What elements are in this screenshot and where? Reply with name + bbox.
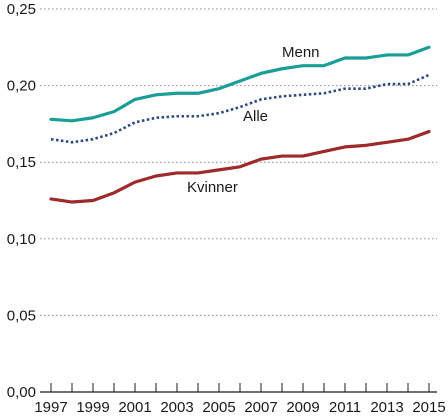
x-tick-label: 2013 xyxy=(370,399,403,416)
x-tick-label: 2001 xyxy=(118,399,151,416)
y-tick-label: 0,00 xyxy=(7,384,36,401)
y-tick-label: 0,10 xyxy=(7,231,36,248)
x-tick-label: 1999 xyxy=(76,399,109,416)
x-tick-label: 2011 xyxy=(329,399,361,416)
y-tick-label: 0,25 xyxy=(7,1,36,18)
series-labels: Menn Alle Kvinner xyxy=(187,44,320,196)
x-tick-label: 2009 xyxy=(286,399,319,416)
y-tick-label: 0,15 xyxy=(7,154,36,171)
x-tick-label: 2007 xyxy=(244,399,277,416)
series-lines xyxy=(49,45,431,204)
x-tick-label: 1997 xyxy=(34,399,67,416)
series-label-kvinner: Kvinner xyxy=(187,179,238,196)
x-axis-tick-labels: 1997 1999 2001 2003 2005 2007 2009 2011 2013 2015 xyxy=(34,399,445,416)
y-tick-label: 0,05 xyxy=(7,307,36,324)
x-tick-label: 2015 xyxy=(412,399,445,416)
series-line-menn xyxy=(49,45,431,123)
x-tick-label: 2003 xyxy=(160,399,193,416)
y-axis-tick-labels: 0,00 0,05 0,10 0,15 0,20 0,25 xyxy=(7,1,36,401)
axes xyxy=(40,383,437,393)
y-tick-label: 0,20 xyxy=(7,78,36,95)
series-label-alle: Alle xyxy=(243,108,268,125)
series-label-menn: Menn xyxy=(282,44,320,61)
x-tick-label: 2005 xyxy=(202,399,235,416)
series-line-alle xyxy=(50,73,430,144)
series-line-kvinner xyxy=(49,129,431,204)
